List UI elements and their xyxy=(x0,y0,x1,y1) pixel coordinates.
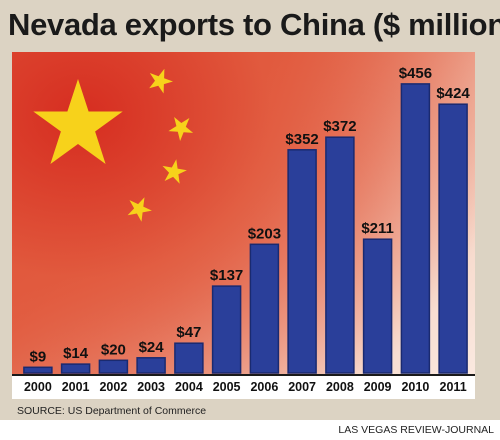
value-label-2004: $47 xyxy=(176,324,201,341)
source-note: SOURCE: US Department of Commerce xyxy=(17,405,207,417)
small-star-icon xyxy=(162,159,187,184)
x-tick-2006: 2006 xyxy=(250,380,278,394)
bar-2009 xyxy=(362,238,393,374)
value-label-2009: $211 xyxy=(361,220,394,237)
large-star-icon xyxy=(33,79,123,164)
bar-2011 xyxy=(438,103,468,374)
value-labels: $9 $14 $20 $24 $47 $137 $203 $352 $372 $211 $456$4… xyxy=(30,65,471,365)
value-label-2000: $9 xyxy=(30,348,47,365)
bar-2006 xyxy=(249,243,280,374)
x-tick-2005: 2005 xyxy=(213,380,241,394)
small-star-icon xyxy=(127,197,152,222)
bar-2010 xyxy=(400,83,431,374)
bar-series xyxy=(23,83,468,374)
x-tick-2011: 2011 xyxy=(440,380,467,394)
value-label-2010: $456 xyxy=(399,65,432,82)
bar-2005 xyxy=(211,285,242,374)
bar-2004 xyxy=(174,342,204,374)
value-label-2007: $352 xyxy=(285,131,318,148)
x-tick-2007: 2007 xyxy=(288,380,316,394)
value-label-2011: $424 xyxy=(436,85,470,102)
bar-2003 xyxy=(136,357,166,374)
bar-2000 xyxy=(23,366,53,374)
bar-2001 xyxy=(60,363,91,374)
flag-stars xyxy=(33,68,194,222)
bar-2008 xyxy=(325,136,355,374)
x-tick-2001: 2001 xyxy=(62,380,90,394)
value-label-2008: $372 xyxy=(323,118,356,135)
value-label-2006: $203 xyxy=(248,225,281,242)
x-axis-band xyxy=(12,374,475,399)
small-star-icon xyxy=(149,68,173,94)
x-tick-2003: 2003 xyxy=(137,380,165,394)
bar-2007 xyxy=(287,149,317,374)
plot-area xyxy=(12,52,475,374)
x-tick-2009: 2009 xyxy=(364,380,392,394)
publisher-credit: LAS VEGAS REVIEW-JOURNAL xyxy=(338,424,494,436)
value-label-2001: $14 xyxy=(63,345,89,362)
value-label-2002: $20 xyxy=(101,341,126,358)
chart-title: Nevada exports to China ($ million) xyxy=(8,7,500,42)
x-tick-labels: 2000 2001 2002 2003 2004 2005 2006 2007 2008 2009… xyxy=(24,380,467,394)
value-label-2003: $24 xyxy=(139,339,165,356)
value-label-2005: $137 xyxy=(210,267,243,284)
x-tick-2002: 2002 xyxy=(99,380,127,394)
x-tick-2010: 2010 xyxy=(401,380,429,394)
bar-2002 xyxy=(98,359,129,374)
x-tick-2008: 2008 xyxy=(326,380,354,394)
x-tick-2004: 2004 xyxy=(175,380,203,394)
small-star-icon xyxy=(168,117,194,141)
x-tick-2000: 2000 xyxy=(24,380,52,394)
